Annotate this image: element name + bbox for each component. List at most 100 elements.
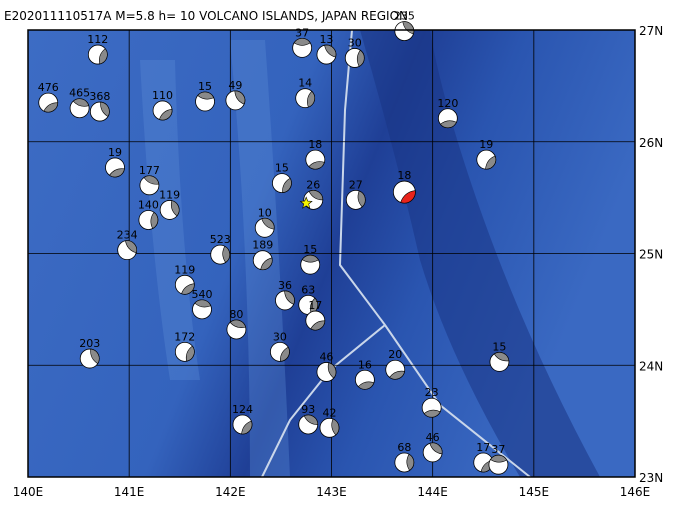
focal-mechanism: 42 [319, 406, 340, 438]
focal-mechanism: 27 [345, 178, 366, 210]
beachball-lobe [185, 345, 195, 362]
depth-label: 112 [87, 33, 108, 46]
depth-label: 15 [492, 340, 506, 353]
focal-mechanism: 15 [195, 80, 215, 112]
beachball-lobe [389, 370, 405, 380]
focal-mechanism: 15 [489, 340, 510, 372]
depth-label: 110 [152, 89, 173, 102]
depth-label: 18 [397, 169, 411, 182]
x-tick-label: 141E [114, 485, 145, 499]
beachball-lobe [331, 418, 340, 436]
beachball-lobe [423, 409, 441, 418]
focal-mechanism: 235 [394, 10, 415, 42]
depth-label: 37 [295, 26, 309, 39]
x-tick-label: 146E [620, 485, 651, 499]
beachball-lobe [90, 348, 100, 365]
focal-mechanism: 18 [392, 169, 416, 204]
beachball-lobe [109, 168, 125, 178]
depth-label: 46 [426, 431, 440, 444]
beachball-lobe [303, 414, 319, 426]
beachball-lobe [327, 362, 337, 379]
focal-mechanism: 18 [305, 138, 326, 170]
boundary-line [261, 324, 386, 478]
beachball-lobe [72, 98, 90, 107]
focal-mechanism: 465 [69, 87, 90, 119]
focal-mechanism: 110 [152, 89, 173, 121]
depth-label: 189 [252, 239, 273, 252]
depth-label: 177 [139, 164, 160, 177]
depth-label: 124 [232, 403, 253, 416]
map-frame [27, 29, 636, 478]
events: 37 13 30 110 15 49 14 476 465 368 112 19 177 119 15 18 2… [38, 10, 510, 475]
beachball-lobe [222, 245, 231, 263]
beachball-lobe [493, 352, 510, 362]
depth-label: 18 [308, 138, 322, 151]
beachball-lobe [282, 177, 292, 193]
beachball-lobe [400, 190, 416, 204]
depth-label: 27 [349, 178, 363, 191]
focal-mechanism: 23 [421, 386, 442, 418]
focal-mechanism: 46 [316, 350, 337, 382]
plate-boundary [261, 29, 531, 478]
focal-mechanism: 119 [159, 188, 180, 220]
focal-mechanism: 15 [272, 162, 292, 193]
beachball-lobe [194, 299, 212, 308]
beachball-lobe [308, 161, 325, 170]
focal-mechanism: 368 [89, 90, 110, 122]
depth-label: 140 [138, 198, 159, 211]
focal-mechanism: 80 [226, 308, 247, 340]
depth-label: 19 [108, 146, 122, 159]
focal-mechanism: 37 [292, 26, 313, 58]
focal-mechanism: 19 [105, 146, 125, 178]
focal-mechanism: 36 [275, 279, 295, 311]
focal-mechanism: 177 [139, 164, 160, 196]
depth-label: 16 [358, 358, 372, 371]
beachball-lobe [301, 254, 319, 263]
depth-label: 30 [273, 330, 287, 343]
x-tick-label: 145E [519, 485, 550, 499]
depth-label: 15 [198, 80, 212, 93]
focal-mechanism: 63 [298, 283, 319, 315]
y-tick-label: 23N [639, 471, 663, 485]
focal-mechanism: 46 [422, 431, 443, 463]
depth-label: 15 [275, 162, 289, 175]
focal-mechanism: 234 [117, 229, 138, 261]
depth-label: 93 [301, 403, 315, 416]
focal-mechanism: 119 [174, 263, 195, 295]
depth-label: 46 [319, 350, 333, 363]
depth-label: 42 [322, 406, 336, 419]
y-tick-label: 26N [639, 136, 663, 150]
ridge [140, 60, 200, 380]
depth-label: 17 [308, 299, 322, 312]
focal-mechanism: 540 [192, 288, 213, 320]
depth-label: 20 [388, 348, 402, 361]
depth-label: 119 [159, 188, 180, 201]
depth-label: 14 [298, 77, 312, 90]
beachball-lobe [100, 101, 110, 117]
beachball-lobe [490, 454, 508, 463]
depth-label: 235 [394, 10, 415, 23]
beachball-lobe [402, 21, 415, 35]
depth-label: 203 [79, 337, 100, 350]
x-tick-label: 142E [215, 485, 246, 499]
depth-label: 26 [306, 178, 320, 191]
focal-mechanism: 68 [394, 441, 415, 473]
depth-label: 476 [38, 81, 59, 94]
focal-mechanism: 523 [210, 233, 231, 265]
focal-mechanism: 93 [298, 403, 319, 435]
depth-label: 368 [89, 90, 110, 103]
focal-mechanism: 30 [344, 36, 365, 68]
depth-label: 80 [229, 308, 243, 321]
depth-label: 120 [437, 97, 458, 110]
focal-mechanism: 14 [295, 77, 316, 109]
focal-mechanism: 19 [476, 138, 497, 170]
focal-mechanism: 10 [254, 206, 275, 238]
depth-label: 234 [117, 229, 138, 242]
boundary-line [338, 29, 531, 478]
x-tick-label: 144E [417, 485, 448, 499]
focal-mechanism: 15 [300, 243, 321, 275]
y-tick-label: 25N [639, 248, 663, 262]
depth-label: 540 [192, 288, 213, 301]
beachball-lobe [485, 155, 497, 170]
